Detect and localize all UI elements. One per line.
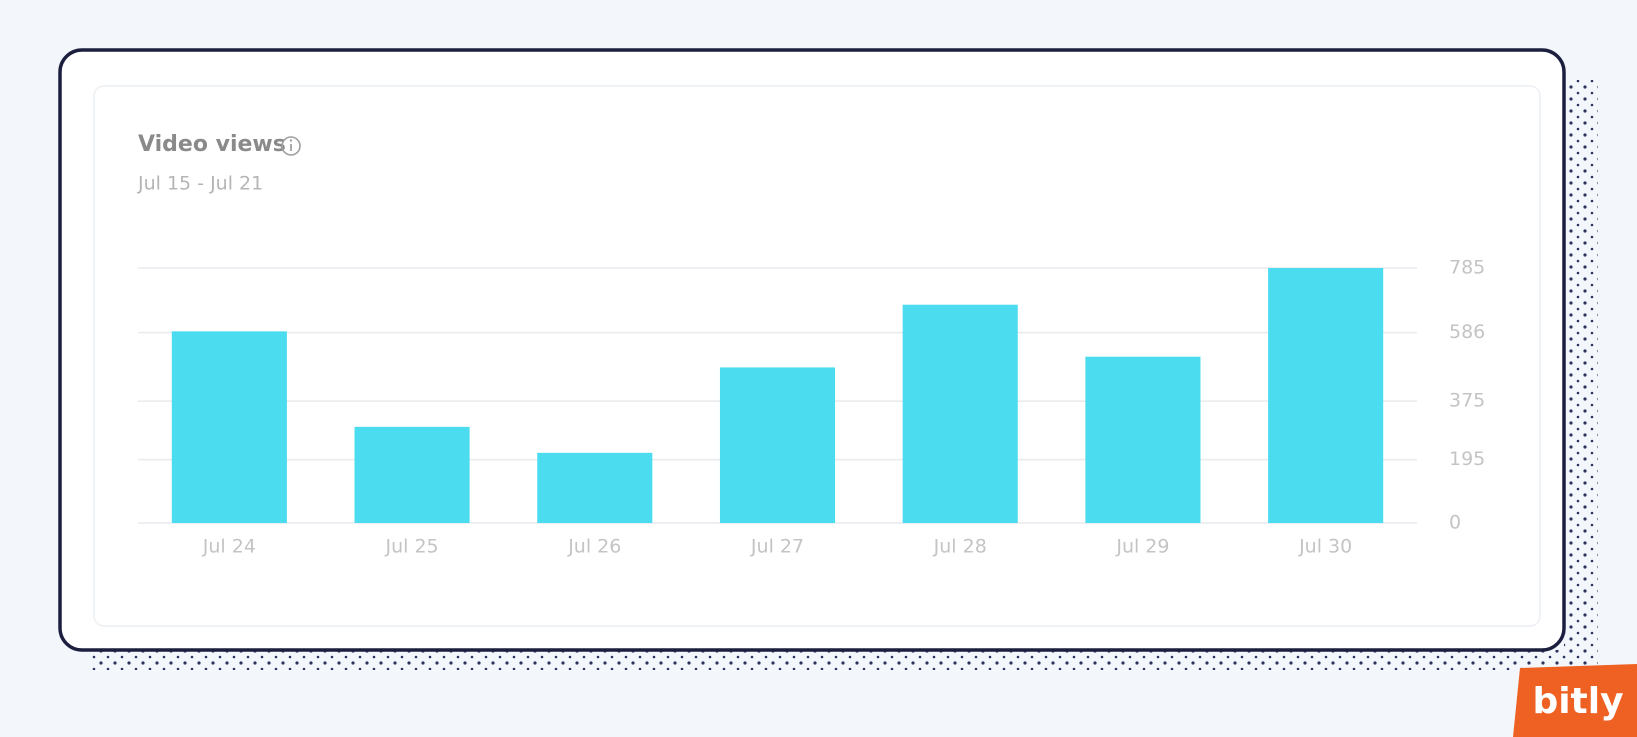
y-tick-label: 375 [1449,390,1485,412]
dot-texture [1564,80,1598,670]
x-tick-label: Jul 29 [1115,536,1169,558]
x-tick-label: Jul 24 [202,536,256,558]
x-tick-label: Jul 25 [385,536,439,558]
bar [1085,356,1201,523]
y-tick-label: 0 [1449,512,1461,534]
dot-texture [92,650,1572,670]
chart-title: Video views [138,132,286,157]
y-tick-label: 785 [1449,257,1485,279]
chart-subtitle: Jul 15 - Jul 21 [137,173,263,195]
brand-badge [1513,664,1637,737]
bar [171,331,287,523]
info-icon [281,136,301,156]
brand-logo: bitly [1532,681,1623,722]
bar [537,452,653,523]
x-tick-label: Jul 28 [933,536,987,558]
bar [902,304,1018,523]
x-tick-label: Jul 27 [750,536,804,558]
bar [354,426,470,523]
bar [719,367,836,523]
x-tick-label: Jul 30 [1298,536,1352,558]
bar [1268,268,1384,523]
y-tick-label: 195 [1449,448,1485,470]
x-tick-label: Jul 26 [567,536,621,558]
y-tick-label: 586 [1449,321,1485,343]
